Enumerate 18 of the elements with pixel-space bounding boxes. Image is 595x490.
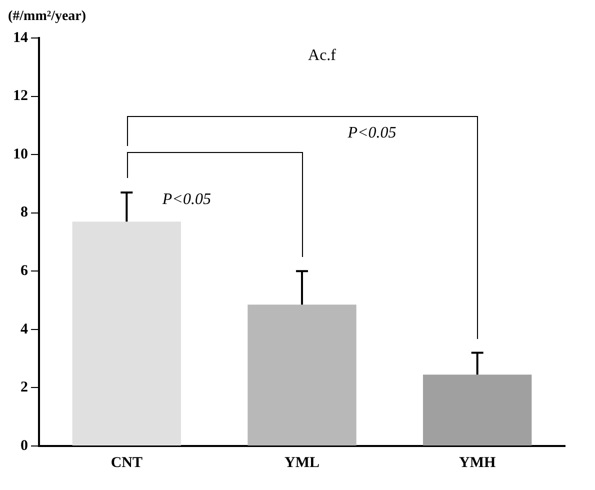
- y-tick-label: 14: [13, 30, 28, 46]
- annotation: P<0.05: [161, 191, 211, 208]
- y-tick-label: 4: [20, 321, 28, 338]
- y-tick-label: 12: [13, 88, 28, 104]
- annotation: Ac.f: [308, 47, 337, 64]
- y-tick-label: 8: [20, 204, 28, 221]
- x-tick-label: YML: [284, 454, 320, 471]
- y-tick-label: 2: [20, 380, 28, 396]
- bar: [422, 374, 532, 446]
- x-tick-label: CNT: [110, 454, 143, 471]
- y-tick-label: 10: [13, 146, 28, 162]
- y-tick-label: 6: [20, 263, 28, 280]
- y-axis-title: (#/mm²/year): [8, 9, 86, 24]
- annotation: P<0.05: [346, 124, 396, 142]
- y-tick-label: 0: [20, 438, 28, 454]
- bar: [248, 304, 356, 446]
- x-tick-label: YMH: [458, 454, 496, 471]
- bar: [72, 222, 182, 446]
